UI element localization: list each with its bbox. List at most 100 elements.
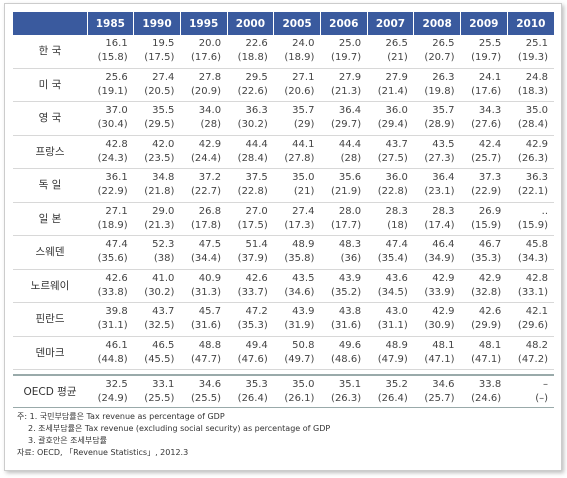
tax-rate: (47.2) xyxy=(517,353,548,365)
value-cell: 42.1 (29.6) xyxy=(507,302,554,337)
burden-rate: 25.1 xyxy=(525,38,548,50)
value-cell: 48.1 (47.1) xyxy=(413,336,461,370)
tax-rate: (28) xyxy=(340,152,362,164)
year-header: 1990 xyxy=(133,12,181,35)
burden-rate: 36.4 xyxy=(432,172,455,184)
tax-rate: (26.3) xyxy=(331,392,362,404)
value-cell: 42.6 (33.8) xyxy=(87,269,134,303)
value-cell: 34.0 (28) xyxy=(180,101,228,136)
tax-rate: (31.6) xyxy=(190,320,222,332)
value-cell: 35.1 (26.3) xyxy=(320,374,368,408)
burden-rate: 43.0 xyxy=(385,306,408,318)
value-cell: 25.5 (19.7) xyxy=(460,35,508,69)
tax-rate: (17.6) xyxy=(471,85,502,97)
tax-table: 1985 1990 1995 2000 2005 2006 2007 2008 2009 2010… xyxy=(13,12,554,408)
burden-rate: 26.3 xyxy=(432,71,455,83)
value-cell: 44.4 (28) xyxy=(320,135,368,169)
burden-rate: 34.6 xyxy=(432,378,455,390)
value-cell: 25.6 (19.1) xyxy=(87,68,134,102)
row-label: 독 일 xyxy=(13,168,87,203)
year-header: 2008 xyxy=(413,12,461,35)
tax-rate: (33.8) xyxy=(97,286,128,298)
burden-rate: 48.9 xyxy=(292,239,315,251)
burden-rate: 42.0 xyxy=(152,138,175,150)
data-row: 스웨덴 47.4 (35.6) 52.3 (38) 47.5 (34.4) 51.4 (37.9… xyxy=(13,235,554,270)
value-cell: 19.5 (17.5) xyxy=(133,35,181,69)
value-cell: 42.8 (24.3) xyxy=(87,135,134,169)
value-cell: 40.9 (31.3) xyxy=(180,269,228,303)
tax-rate: (18.9) xyxy=(284,52,315,64)
value-cell: 37.3 (22.9) xyxy=(460,168,508,203)
value-cell: 35.0 (28.4) xyxy=(507,101,554,136)
burden-rate: 27.1 xyxy=(105,205,128,217)
year-header: 1995 xyxy=(179,12,228,35)
tax-rate: (20.9) xyxy=(190,85,222,97)
note-line: 주: 1. 국민부담률은 Tax revenue as percentage o… xyxy=(17,412,225,421)
burden-rate: 27.8 xyxy=(198,71,222,83)
value-cell: 49.4 (47.6) xyxy=(227,336,274,370)
burden-rate: 52.3 xyxy=(152,239,175,251)
burden-rate: 36.0 xyxy=(385,105,408,117)
data-row: 핀란드 39.8 (31.1) 43.7 (32.5) 45.7 (31.6) 47.2 (35… xyxy=(13,302,554,337)
burden-rate: 34.8 xyxy=(152,172,175,184)
tax-rate: (21.9) xyxy=(331,186,362,198)
tax-rate: (21.3) xyxy=(331,85,362,97)
burden-rate: 43.8 xyxy=(338,306,362,318)
value-cell: 26.3 (19.8) xyxy=(413,68,461,102)
tax-rate: (47.9) xyxy=(377,353,408,365)
tax-rate: (22.1) xyxy=(517,186,548,198)
burden-rate: 27.1 xyxy=(292,71,315,83)
value-cell: 47.5 (34.4) xyxy=(180,235,228,270)
tax-rate: (24.6) xyxy=(471,392,502,404)
burden-rate: 25.0 xyxy=(338,38,362,50)
burden-rate: 42.9 xyxy=(432,272,455,284)
value-cell: 34.6 (25.7) xyxy=(413,374,461,408)
value-cell: 43.7 (27.5) xyxy=(367,135,414,169)
burden-rate: 49.4 xyxy=(245,339,268,351)
data-row: 미 국 25.6 (19.1) 27.4 (20.5) 27.8 (20.9) 29.5 (22… xyxy=(13,68,554,102)
value-cell: 42.9 (30.9) xyxy=(413,302,461,337)
burden-rate: 44.1 xyxy=(292,138,315,150)
tax-rate: (32.5) xyxy=(144,320,175,332)
value-cell: 26.8 (17.8) xyxy=(180,202,228,236)
value-cell: 35.0 (26.1) xyxy=(273,374,321,408)
tax-rate: (19.3) xyxy=(517,52,548,64)
burden-rate: 42.6 xyxy=(245,272,268,284)
value-cell: 27.8 (20.9) xyxy=(180,68,228,102)
burden-rate: 26.8 xyxy=(198,205,222,217)
value-cell: 27.4 (17.3) xyxy=(273,202,321,236)
burden-rate: 26.5 xyxy=(385,38,408,50)
tax-rate: (18.3) xyxy=(517,85,548,97)
tax-rate: (15.8) xyxy=(97,52,128,64)
tax-rate: (21) xyxy=(387,52,408,64)
data-row: 영 국 37.0 (30.4) 35.5 (29.5) 34.0 (28) 36.3 (30.2… xyxy=(13,101,554,136)
value-cell: 47.4 (35.4) xyxy=(367,235,414,270)
burden-rate: 35.2 xyxy=(385,378,408,390)
burden-rate: 25.5 xyxy=(478,38,502,50)
tax-rate: (47.1) xyxy=(471,353,502,365)
row-label: 노르웨이 xyxy=(13,269,87,303)
value-cell: 36.1 (22.9) xyxy=(87,168,134,203)
burden-rate: 29.5 xyxy=(245,71,268,83)
row-label: 프랑스 xyxy=(13,135,87,169)
burden-rate: 35.0 xyxy=(525,105,548,117)
tax-rate: (24.4) xyxy=(190,152,222,164)
burden-rate: 32.5 xyxy=(105,378,128,390)
burden-rate: 43.7 xyxy=(152,306,175,318)
burden-rate: 42.6 xyxy=(478,306,502,318)
tax-rate: (31.1) xyxy=(377,320,408,332)
burden-rate: 43.7 xyxy=(385,138,408,150)
burden-rate: 48.3 xyxy=(338,239,362,251)
value-cell: 50.8 (49.7) xyxy=(273,336,321,370)
value-cell: 43.0 (31.1) xyxy=(367,302,414,337)
tax-rate: (22.9) xyxy=(97,186,128,198)
year-header: 1985 xyxy=(86,12,134,35)
tax-rate: (17.5) xyxy=(144,52,175,64)
tax-rate: (27.6) xyxy=(471,119,502,131)
tax-rate: (34.4) xyxy=(190,253,222,265)
burden-rate: 43.6 xyxy=(385,272,408,284)
tax-rate: (30.9) xyxy=(424,320,455,332)
tax-rate: (33.9) xyxy=(424,286,455,298)
data-row: OECD 평균 32.5 (24.9) 33.1 (25.5) 34.6 (25.5) 35.… xyxy=(13,374,554,408)
